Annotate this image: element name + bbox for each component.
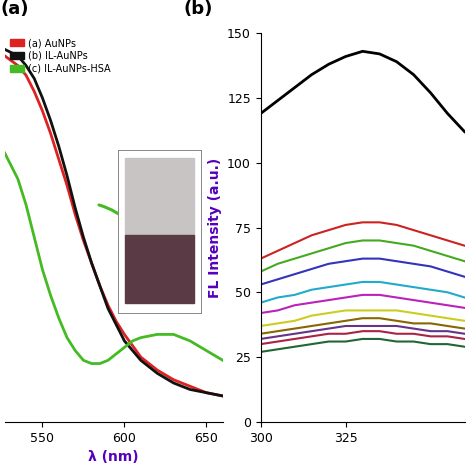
X-axis label: λ (nm): λ (nm) [89, 450, 139, 464]
Text: (a): (a) [0, 0, 29, 18]
Legend: (a) AuNPs, (b) IL-AuNPs, (c) IL-AuNPs-HSA: (a) AuNPs, (b) IL-AuNPs, (c) IL-AuNPs-HS… [9, 38, 111, 74]
Text: (b): (b) [183, 0, 213, 18]
Y-axis label: FL Intensity (a.u.): FL Intensity (a.u.) [208, 157, 221, 298]
